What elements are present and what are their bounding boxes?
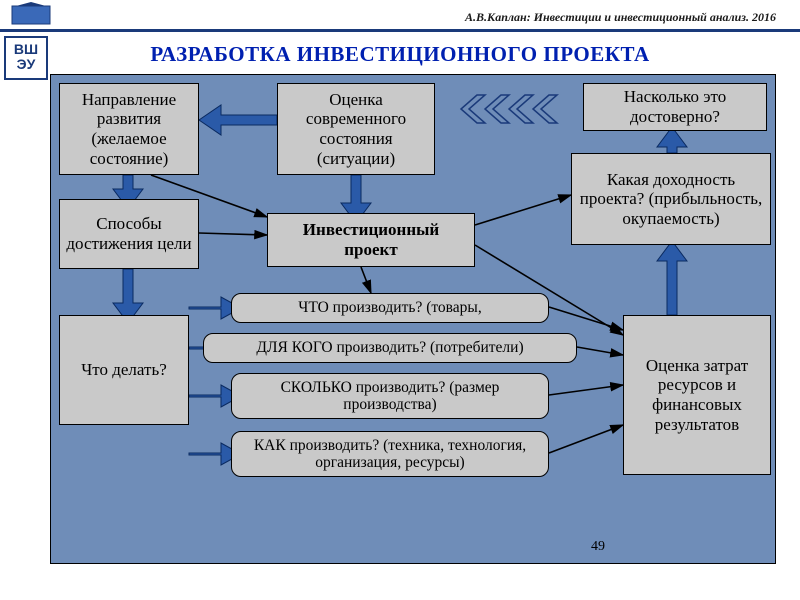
q-label: КАК производить? (техника, технология, о… <box>240 437 540 471</box>
logo-university <box>6 2 56 28</box>
page-number: 49 <box>591 539 605 555</box>
node-label: Оценка затрат ресурсов и финансовых резу… <box>630 356 764 434</box>
node-what-to-do: Что делать? <box>59 315 189 425</box>
node-label: Инвестиционный проект <box>274 220 468 259</box>
node-direction: Направление развития (желаемое состояние… <box>59 83 199 175</box>
node-label: Оценка современного состояния (ситуации) <box>284 90 428 168</box>
node-profitability: Какая доходность проекта? (прибыльность,… <box>571 153 771 245</box>
node-ways: Способы достижения цели <box>59 199 199 269</box>
node-investment-project: Инвестиционный проект <box>267 213 475 267</box>
page-title: РАЗРАБОТКА ИНВЕСТИЦИОННОГО ПРОЕКТА <box>0 42 800 67</box>
question-what: ЧТО производить? (товары, <box>231 293 549 323</box>
q-label: СКОЛЬКО производить? (размер производств… <box>240 379 540 413</box>
question-for-whom: ДЛЯ КОГО производить? (потребители) <box>203 333 577 363</box>
node-label: Направление развития (желаемое состояние… <box>66 90 192 168</box>
node-label: Насколько это достоверно? <box>590 87 760 126</box>
topbar: А.В.Каплан: Инвестиции и инвестиционный … <box>0 0 800 32</box>
q-label: ЧТО производить? (товары, <box>298 299 481 316</box>
node-results: Оценка затрат ресурсов и финансовых резу… <box>623 315 771 475</box>
diagram-canvas: Направление развития (желаемое состояние… <box>50 74 776 564</box>
node-assessment: Оценка современного состояния (ситуации) <box>277 83 435 175</box>
node-label: Какая доходность проекта? (прибыльность,… <box>578 170 764 229</box>
chevron-decor <box>451 91 561 127</box>
q-label: ДЛЯ КОГО производить? (потребители) <box>256 339 523 356</box>
node-label: Способы достижения цели <box>66 214 192 253</box>
header-subtitle: А.В.Каплан: Инвестиции и инвестиционный … <box>465 10 776 25</box>
node-reliable: Насколько это достоверно? <box>583 83 767 131</box>
question-how-much: СКОЛЬКО производить? (размер производств… <box>231 373 549 419</box>
node-label: Что делать? <box>81 360 167 380</box>
question-how: КАК производить? (техника, технология, о… <box>231 431 549 477</box>
